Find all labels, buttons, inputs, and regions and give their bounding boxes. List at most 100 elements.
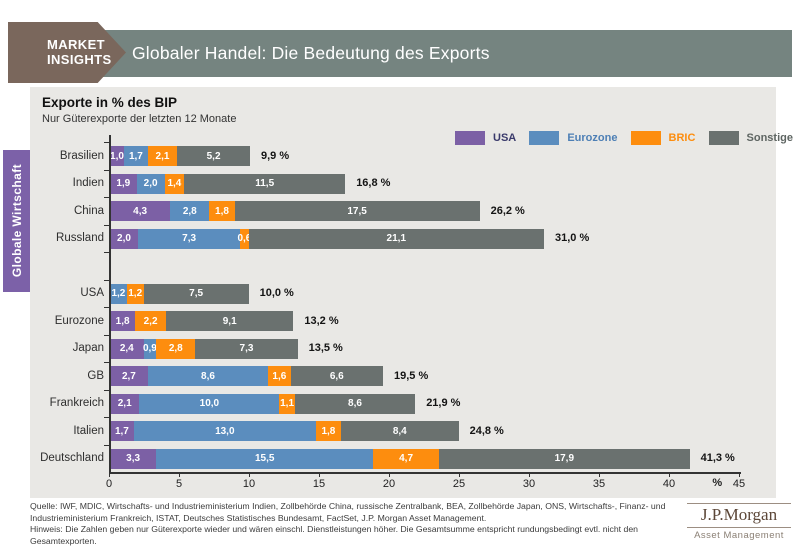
y-axis-tick (104, 224, 109, 226)
bar-segment-usa: 4,3 (110, 201, 171, 221)
x-tick-label: 30 (522, 478, 536, 490)
logo-name: J.P.Morgan (687, 503, 791, 528)
badge-line-2: INSIGHTS (47, 51, 112, 67)
x-tick-label: 40 (662, 478, 676, 490)
bar-segment-eurozone: 2,0 (136, 173, 165, 194)
bar-segment-usa: 2,4 (110, 338, 144, 359)
bar-segment-sonstige: 6,6 (290, 366, 383, 386)
category-label: Eurozone (54, 314, 104, 327)
y-axis-tick (104, 252, 109, 254)
bar-segment-eurozone: 7,3 (138, 228, 241, 249)
y-axis-tick (104, 142, 109, 144)
bar-segment-usa: 3,3 (110, 448, 157, 469)
total-label: 13,2 % (304, 314, 339, 327)
legend-item-bric: BRIC (630, 131, 696, 145)
bar-segment-eurozone: 2,8 (170, 201, 210, 221)
total-label: 21,9 % (426, 397, 461, 409)
bar-segment-sonstige: 17,5 (234, 201, 480, 221)
x-tick-label: 35 (592, 478, 606, 490)
category-label: Indien (72, 177, 104, 189)
category-label: Japan (72, 342, 104, 354)
x-axis-tick (389, 472, 390, 477)
y-axis-tick (104, 169, 109, 171)
legend-swatch-sonstige (708, 131, 739, 145)
bar-segment-eurozone: 8,6 (147, 366, 269, 386)
total-label: 26,2 % (490, 204, 525, 217)
bar-segment-bric: 0,6 (237, 228, 251, 249)
note-text: Hinweis: Die Zahlen geben nur Güterexpor… (30, 524, 638, 546)
category-label: Frankreich (49, 397, 104, 409)
bar-segment-bric: 2,1 (147, 146, 178, 166)
bar-segment-sonstige: 7,5 (143, 283, 249, 304)
chart-subtitle: Nur Güterexporte der letzten 12 Monate (42, 113, 237, 125)
bar-segment-sonstige: 7,3 (195, 338, 298, 359)
total-label: 13,5 % (308, 342, 343, 354)
y-axis-tick (104, 197, 109, 199)
source-text: Quelle: IWF, MDIC, Wirtschafts- und Indu… (30, 501, 666, 523)
total-label: 9,9 % (261, 149, 290, 162)
bar-segment-usa: 2,7 (110, 366, 148, 386)
legend-swatch-bric (630, 131, 661, 145)
total-label: 16,8 % (356, 177, 391, 189)
legend: USA Eurozone BRIC Sonstige (455, 131, 793, 145)
legend-swatch-usa (455, 131, 485, 145)
bar-segment-bric: 1,1 (279, 393, 295, 414)
bar-segment-bric: 1,2 (126, 283, 144, 304)
x-tick-label: 0 (105, 478, 113, 490)
x-tick-label: 15 (312, 478, 326, 490)
x-axis-tick (529, 472, 530, 477)
category-label: Deutschland (40, 452, 104, 464)
x-axis-tick (179, 472, 180, 477)
x-axis-tick (109, 472, 110, 477)
bar-segment-usa: 2,1 (110, 393, 140, 414)
page-title: Globaler Handel: Die Bedeutung des Expor… (132, 43, 490, 63)
legend-label-bric: BRIC (668, 132, 696, 144)
bar-segment-eurozone: 1,7 (124, 146, 148, 166)
x-axis-tick (319, 472, 320, 477)
bar-segment-sonstige: 8,4 (341, 421, 459, 441)
y-axis-tick (104, 334, 109, 336)
bar-segment-bric: 1,4 (164, 173, 185, 194)
x-tick-label: 20 (382, 478, 396, 490)
y-axis-tick (104, 444, 109, 446)
bar-segment-bric: 2,2 (135, 311, 166, 331)
bar-segment-bric: 1,8 (209, 201, 235, 221)
bar-segment-bric: 1,6 (268, 366, 291, 386)
category-label: Brasilien (59, 149, 104, 162)
bar-segment-bric: 1,8 (315, 421, 341, 441)
x-tick-label: 10 (242, 478, 256, 490)
bar-segment-bric: 2,8 (156, 338, 196, 359)
x-axis-tick (459, 472, 460, 477)
x-tick-label: 45 (732, 478, 746, 490)
legend-label-usa: USA (493, 132, 517, 144)
chart-title: Exporte in % des BIP (42, 95, 178, 110)
category-label: Russland (56, 232, 104, 244)
logo-subtitle: Asset Management (694, 530, 784, 541)
y-axis (109, 135, 111, 472)
bar-segment-sonstige: 21,1 (248, 228, 544, 249)
y-axis-tick (104, 389, 109, 391)
bar-segment-bric: 4,7 (373, 448, 439, 469)
bar-segment-eurozone: 1,2 (110, 283, 127, 304)
x-axis-unit-label: % (712, 477, 723, 489)
bar-segment-sonstige: 8,6 (294, 393, 416, 414)
category-label: Italien (73, 424, 104, 437)
x-axis-tick (739, 472, 740, 477)
category-label: China (73, 204, 104, 217)
bar-segment-eurozone: 15,5 (156, 448, 374, 469)
bar-segment-sonstige: 17,9 (439, 448, 690, 469)
total-label: 31,0 % (555, 232, 590, 244)
total-label: 10,0 % (259, 287, 294, 299)
bar-segment-eurozone: 10,0 (139, 393, 280, 414)
x-axis-tick (669, 472, 670, 477)
bar-segment-sonstige: 9,1 (166, 311, 294, 331)
legend-swatch-eurozone (529, 131, 560, 145)
legend-item-eurozone: Eurozone (529, 131, 617, 145)
x-axis-tick (249, 472, 250, 477)
y-axis-tick (104, 417, 109, 419)
x-tick-label: 5 (175, 478, 183, 490)
side-tab-label: Globale Wirtschaft (9, 164, 24, 278)
bar-segment-usa: 1,8 (110, 311, 136, 331)
side-tab-globale-wirtschaft: Globale Wirtschaft (3, 150, 30, 292)
